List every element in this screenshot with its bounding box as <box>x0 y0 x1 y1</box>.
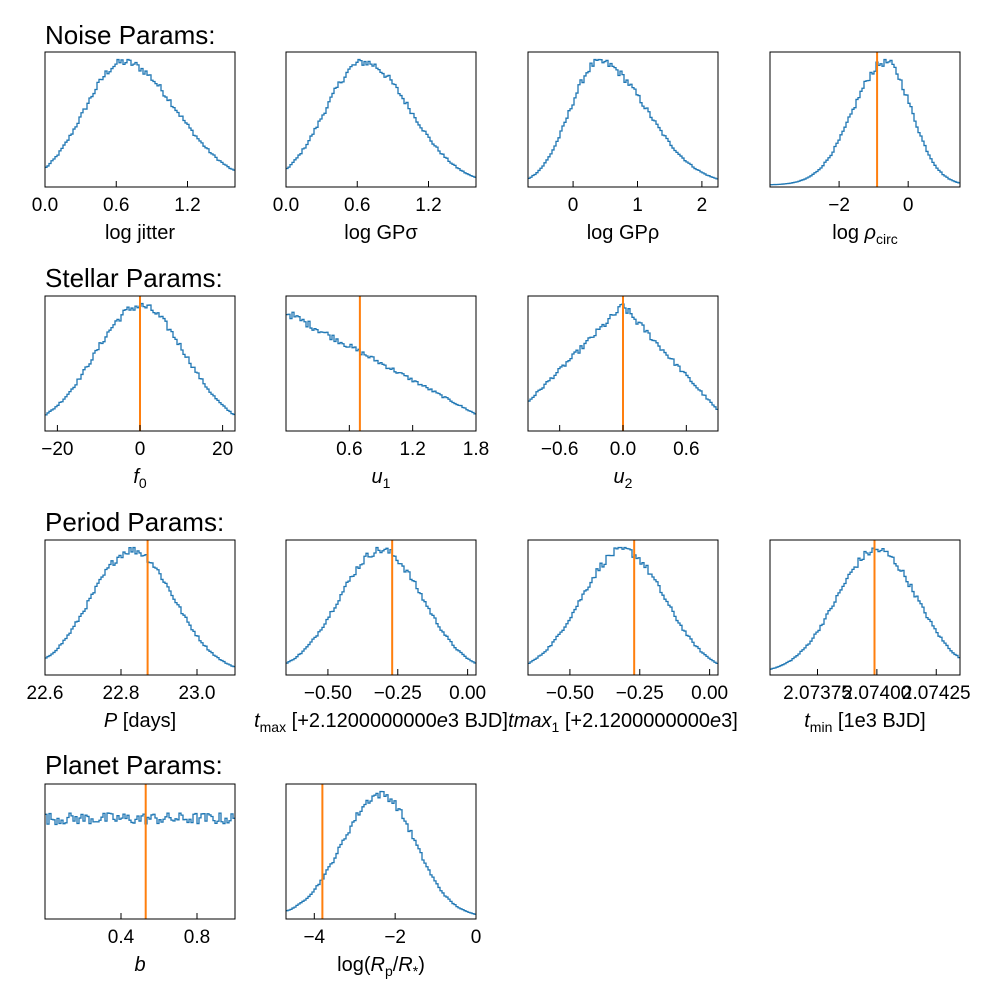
tick-label: 0.00 <box>691 683 728 704</box>
tick-label: 0.4 <box>108 927 135 948</box>
axes-frame <box>285 539 477 676</box>
histogram-series <box>286 311 476 415</box>
histogram-panel: 0.0 0.6 1.2 log jitter <box>32 51 236 244</box>
tick-label: 0.0 <box>273 195 299 216</box>
tick-label: 0.6 <box>103 195 129 216</box>
histogram-panel: 22.6 22.8 23.0P [days] <box>27 539 236 732</box>
axes-frame <box>769 539 961 676</box>
axis-label: log GPρ <box>587 222 660 244</box>
group-title-period: Period Params: <box>45 507 224 537</box>
axis-label: P [days] <box>104 710 176 732</box>
axes-frame <box>527 539 719 676</box>
axes-frame <box>44 51 236 188</box>
tick-label: 20 <box>212 439 233 460</box>
histogram-series <box>45 812 235 826</box>
axis-label: tmax1​ [+2.1200000000e3] <box>508 710 738 735</box>
histogram-series <box>528 58 718 180</box>
histogram-series <box>286 790 476 915</box>
axes-frame <box>285 783 477 920</box>
tick-label: 1.2 <box>415 195 441 216</box>
group-title-stellar: Stellar Params: <box>45 263 223 293</box>
axis-label: tmin​ [1e3 BJD] <box>804 710 926 735</box>
axes-frame <box>527 51 719 188</box>
axis-label: log ρcirc​ <box>832 222 898 247</box>
axis-label: u1​ <box>372 466 391 491</box>
axis-label: log(Rp​/R*​) <box>337 954 425 979</box>
tick-label: −0.25 <box>374 683 422 704</box>
axis-label: b <box>134 954 145 976</box>
tick-label: −4 <box>303 927 325 948</box>
histogram-series <box>528 546 718 665</box>
axis-label: f0​ <box>133 466 147 491</box>
histogram-series <box>770 58 960 186</box>
histogram-panel: 0.6 1.2 1.8 u1​ <box>285 295 489 491</box>
tick-label: 1.2 <box>399 439 425 460</box>
tick-label: 0 <box>135 439 146 460</box>
histogram-panel: 0.4 0.8 b <box>44 783 236 976</box>
axes-frame <box>285 295 477 432</box>
axis-label: tmax​ [+2.1200000000e3 BJD] <box>254 710 508 735</box>
tick-label: −0.50 <box>546 683 594 704</box>
tick-label: −0.50 <box>304 683 352 704</box>
histogram-panel: −4 −2 0 log(Rp​/R*​) <box>285 783 482 979</box>
tick-label: 22.6 <box>27 683 64 704</box>
histogram-series <box>286 58 476 178</box>
tick-label: 0 <box>471 927 482 948</box>
histogram-panel: −0.50 −0.25 0.00 tmax1​ [+2.1200000000e3] <box>508 539 738 735</box>
histogram-panel: −0.50 −0.25 0.00 tmax​ [+2.1200000000e3 BJD… <box>254 539 508 735</box>
axis-label: log jitter <box>105 222 175 244</box>
tick-label: 2.07400 <box>843 683 912 704</box>
tick-label: −2 <box>828 195 850 216</box>
axes-frame <box>285 51 477 188</box>
histogram-panel: 0 1 2 log GPρ <box>527 51 719 244</box>
axis-label: u2​ <box>614 466 633 491</box>
tick-label: 0.00 <box>449 683 486 704</box>
tick-label: 0.6 <box>336 439 362 460</box>
tick-label: −0.6 <box>541 439 579 460</box>
histogram-panel: 0.0 0.6 1.2 log GPσ <box>273 51 477 244</box>
tick-label: 22.8 <box>103 683 140 704</box>
axes-frame <box>44 539 236 676</box>
histogram-series <box>286 546 476 664</box>
tick-label: 2 <box>697 195 708 216</box>
tick-label: 1.2 <box>174 195 200 216</box>
tick-label: 23.0 <box>179 683 216 704</box>
axis-label: log GPσ <box>344 222 418 244</box>
tick-label: 0.0 <box>610 439 636 460</box>
tick-label: 2.07425 <box>902 683 971 704</box>
axes-frame <box>44 783 236 920</box>
histogram-series <box>770 547 960 670</box>
histogram-series <box>45 546 235 668</box>
tick-label: 0 <box>568 195 579 216</box>
tick-label: −0.25 <box>616 683 664 704</box>
histogram-panel: −20 0 20 f0​ <box>41 295 236 491</box>
histogram-panel: −0.6 0.0 0.6 u2​ <box>527 295 719 491</box>
tick-label: 0.8 <box>184 927 210 948</box>
histogram-series <box>45 58 235 171</box>
tick-label: 0 <box>903 195 914 216</box>
tick-label: −20 <box>41 439 73 460</box>
tick-label: 0.0 <box>32 195 58 216</box>
tick-label: 1.8 <box>463 439 489 460</box>
axes-frame <box>769 51 961 188</box>
tick-label: −2 <box>384 927 406 948</box>
tick-label: 0.6 <box>344 195 370 216</box>
group-title-planet: Planet Params: <box>45 750 223 780</box>
tick-label: 2.07375 <box>783 683 852 704</box>
tick-label: 1 <box>632 195 643 216</box>
tick-label: 0.6 <box>673 439 699 460</box>
histogram-panels: 0.0 0.6 1.2 log jitter 0.0 0.6 1.2 log GPσ 0 1 2 lo… <box>27 51 971 979</box>
group-title-noise: Noise Params: <box>45 20 216 50</box>
